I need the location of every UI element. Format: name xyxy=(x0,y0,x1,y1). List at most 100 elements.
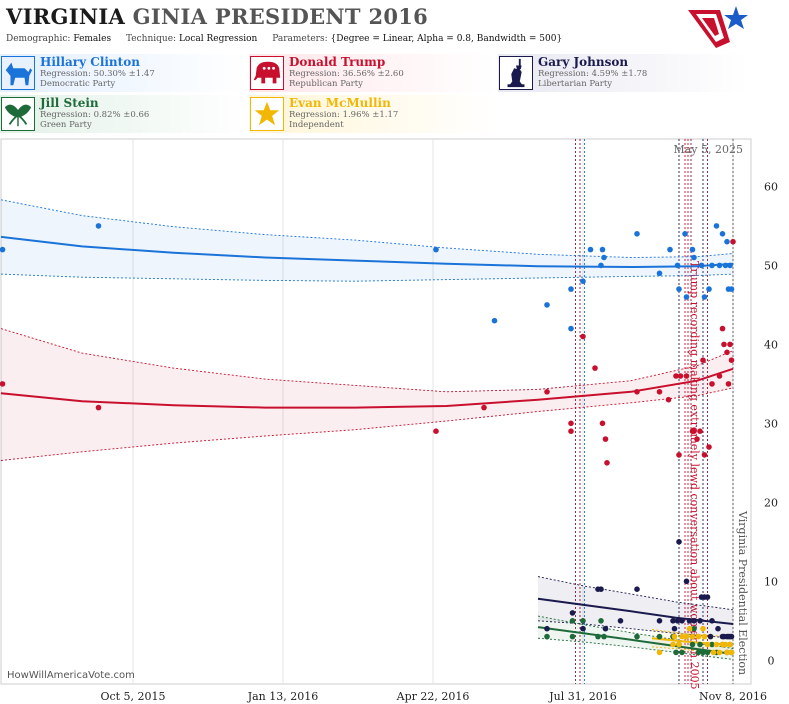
poll-point xyxy=(598,262,604,269)
poll-point xyxy=(679,649,685,656)
poll-point xyxy=(716,373,723,379)
param-key: Parameters: xyxy=(272,34,328,44)
header: VIRGINIA GINIA PRESIDENT 2016 Demographi… xyxy=(0,0,789,52)
date-label: May 5, 2025 xyxy=(673,143,743,156)
poll-point xyxy=(95,223,102,229)
poll-point xyxy=(676,452,682,458)
poll-point xyxy=(673,649,679,656)
poll-point xyxy=(709,618,715,624)
candidate-card-stein[interactable]: Jill Stein Regression: 0.82% ±0.66 Green… xyxy=(0,95,248,133)
poll-point xyxy=(698,262,705,269)
poll-point xyxy=(544,633,550,640)
poll-point xyxy=(670,618,676,624)
poll-point xyxy=(587,246,594,253)
poll-point xyxy=(544,389,550,395)
poll-point xyxy=(599,420,606,427)
poll-point xyxy=(716,649,723,656)
poll-point xyxy=(728,357,735,363)
poll-point xyxy=(709,381,715,387)
poll-point xyxy=(724,238,730,245)
poll-point xyxy=(634,389,640,395)
x-tick-label: Oct 5, 2015 xyxy=(100,690,165,703)
event-annotation: Trump recording making extremely lewd co… xyxy=(688,261,701,690)
y-tick-label: 60 xyxy=(764,180,778,193)
poll-point xyxy=(700,625,706,632)
candidate-party: Libertarian Party xyxy=(538,79,613,89)
trend-line xyxy=(0,367,734,409)
x-tick-label: Nov 8, 2016 xyxy=(699,690,767,703)
poll-point xyxy=(697,618,703,624)
candidate-party: Independent xyxy=(289,120,344,130)
y-tick-label: 30 xyxy=(764,417,778,430)
confidence-band xyxy=(538,576,733,639)
poll-point xyxy=(674,618,681,624)
candidate-name: Gary Johnson xyxy=(538,55,629,69)
poll-point xyxy=(697,641,703,648)
poll-point xyxy=(722,641,729,648)
param-value: Local Regression xyxy=(178,34,258,44)
poll-point xyxy=(725,381,732,387)
lower-bound-line xyxy=(537,637,734,660)
poll-point xyxy=(569,618,576,624)
elephant-icon xyxy=(250,56,284,90)
poll-point xyxy=(568,286,574,292)
poll-point xyxy=(598,618,604,624)
y-tick-label: 0 xyxy=(768,654,775,667)
regression-chart: Oct 5, 2015 Jan 13, 2016 Apr 22, 2016 Jul 3… xyxy=(0,138,778,703)
candidate-name: Jill Stein xyxy=(40,96,99,110)
lower-bound-line xyxy=(0,387,734,461)
poll-point xyxy=(670,641,676,648)
poll-point xyxy=(676,286,682,292)
poll-point xyxy=(679,618,685,624)
site-credit: HowWillAmericaVote.com xyxy=(7,670,135,681)
trend-line xyxy=(537,626,734,655)
donkey-icon xyxy=(1,56,35,90)
poll-point xyxy=(433,246,439,253)
poll-point xyxy=(634,231,640,237)
poll-point xyxy=(656,270,663,277)
param-value: Females xyxy=(73,34,112,44)
poll-point xyxy=(694,436,700,442)
poll-point xyxy=(601,254,607,261)
poll-point xyxy=(604,460,610,466)
candidate-card-mcmullin[interactable]: Evan McMullin Regression: 1.96% ±1.17 In… xyxy=(249,95,497,133)
poll-point xyxy=(706,286,712,292)
event-annotation: Virginia Presidential Election xyxy=(736,510,749,675)
candidate-card-clinton[interactable]: Hillary Clinton Regression: 50.30% ±1.47… xyxy=(0,54,248,92)
poll-point xyxy=(730,238,736,245)
poll-point xyxy=(727,641,733,648)
star-icon xyxy=(250,97,284,131)
poll-point xyxy=(598,586,604,592)
poll-point xyxy=(544,302,550,308)
poll-point xyxy=(634,633,640,640)
poll-point xyxy=(595,633,601,640)
poll-point xyxy=(728,633,735,640)
lower-bound-line xyxy=(537,620,734,639)
page-title: VIRGINIA GINIA PRESIDENT 2016 xyxy=(6,4,428,29)
candidate-card-trump[interactable]: Donald Trump Regression: 36.56% ±2.60 Re… xyxy=(249,54,497,92)
poll-point xyxy=(719,325,726,332)
poll-point xyxy=(481,404,487,411)
poll-point xyxy=(676,641,682,648)
candidate-regression: Regression: 50.30% ±1.47 xyxy=(40,69,155,79)
poll-point xyxy=(683,294,690,300)
poll-point xyxy=(656,633,663,640)
poll-point xyxy=(716,262,723,269)
poll-point xyxy=(704,594,711,600)
poll-point xyxy=(697,428,703,435)
candidate-name: Donald Trump xyxy=(289,55,386,69)
poll-point xyxy=(683,578,690,585)
leaf-icon xyxy=(1,97,35,131)
poll-point xyxy=(592,365,598,371)
site-logo-icon[interactable] xyxy=(686,2,750,50)
poll-point xyxy=(683,373,690,379)
candidate-card-johnson[interactable]: Gary Johnson Regression: 4.59% ±1.78 Lib… xyxy=(498,54,748,92)
poll-point xyxy=(617,618,624,624)
poll-point xyxy=(569,633,576,640)
poll-point xyxy=(656,389,663,395)
trend-line xyxy=(0,235,734,269)
param-key: Demographic: xyxy=(6,34,71,44)
candidate-regression: Regression: 1.96% ±1.17 xyxy=(289,110,399,120)
y-tick-label: 10 xyxy=(764,575,778,588)
statue-of-liberty-icon xyxy=(499,56,533,90)
